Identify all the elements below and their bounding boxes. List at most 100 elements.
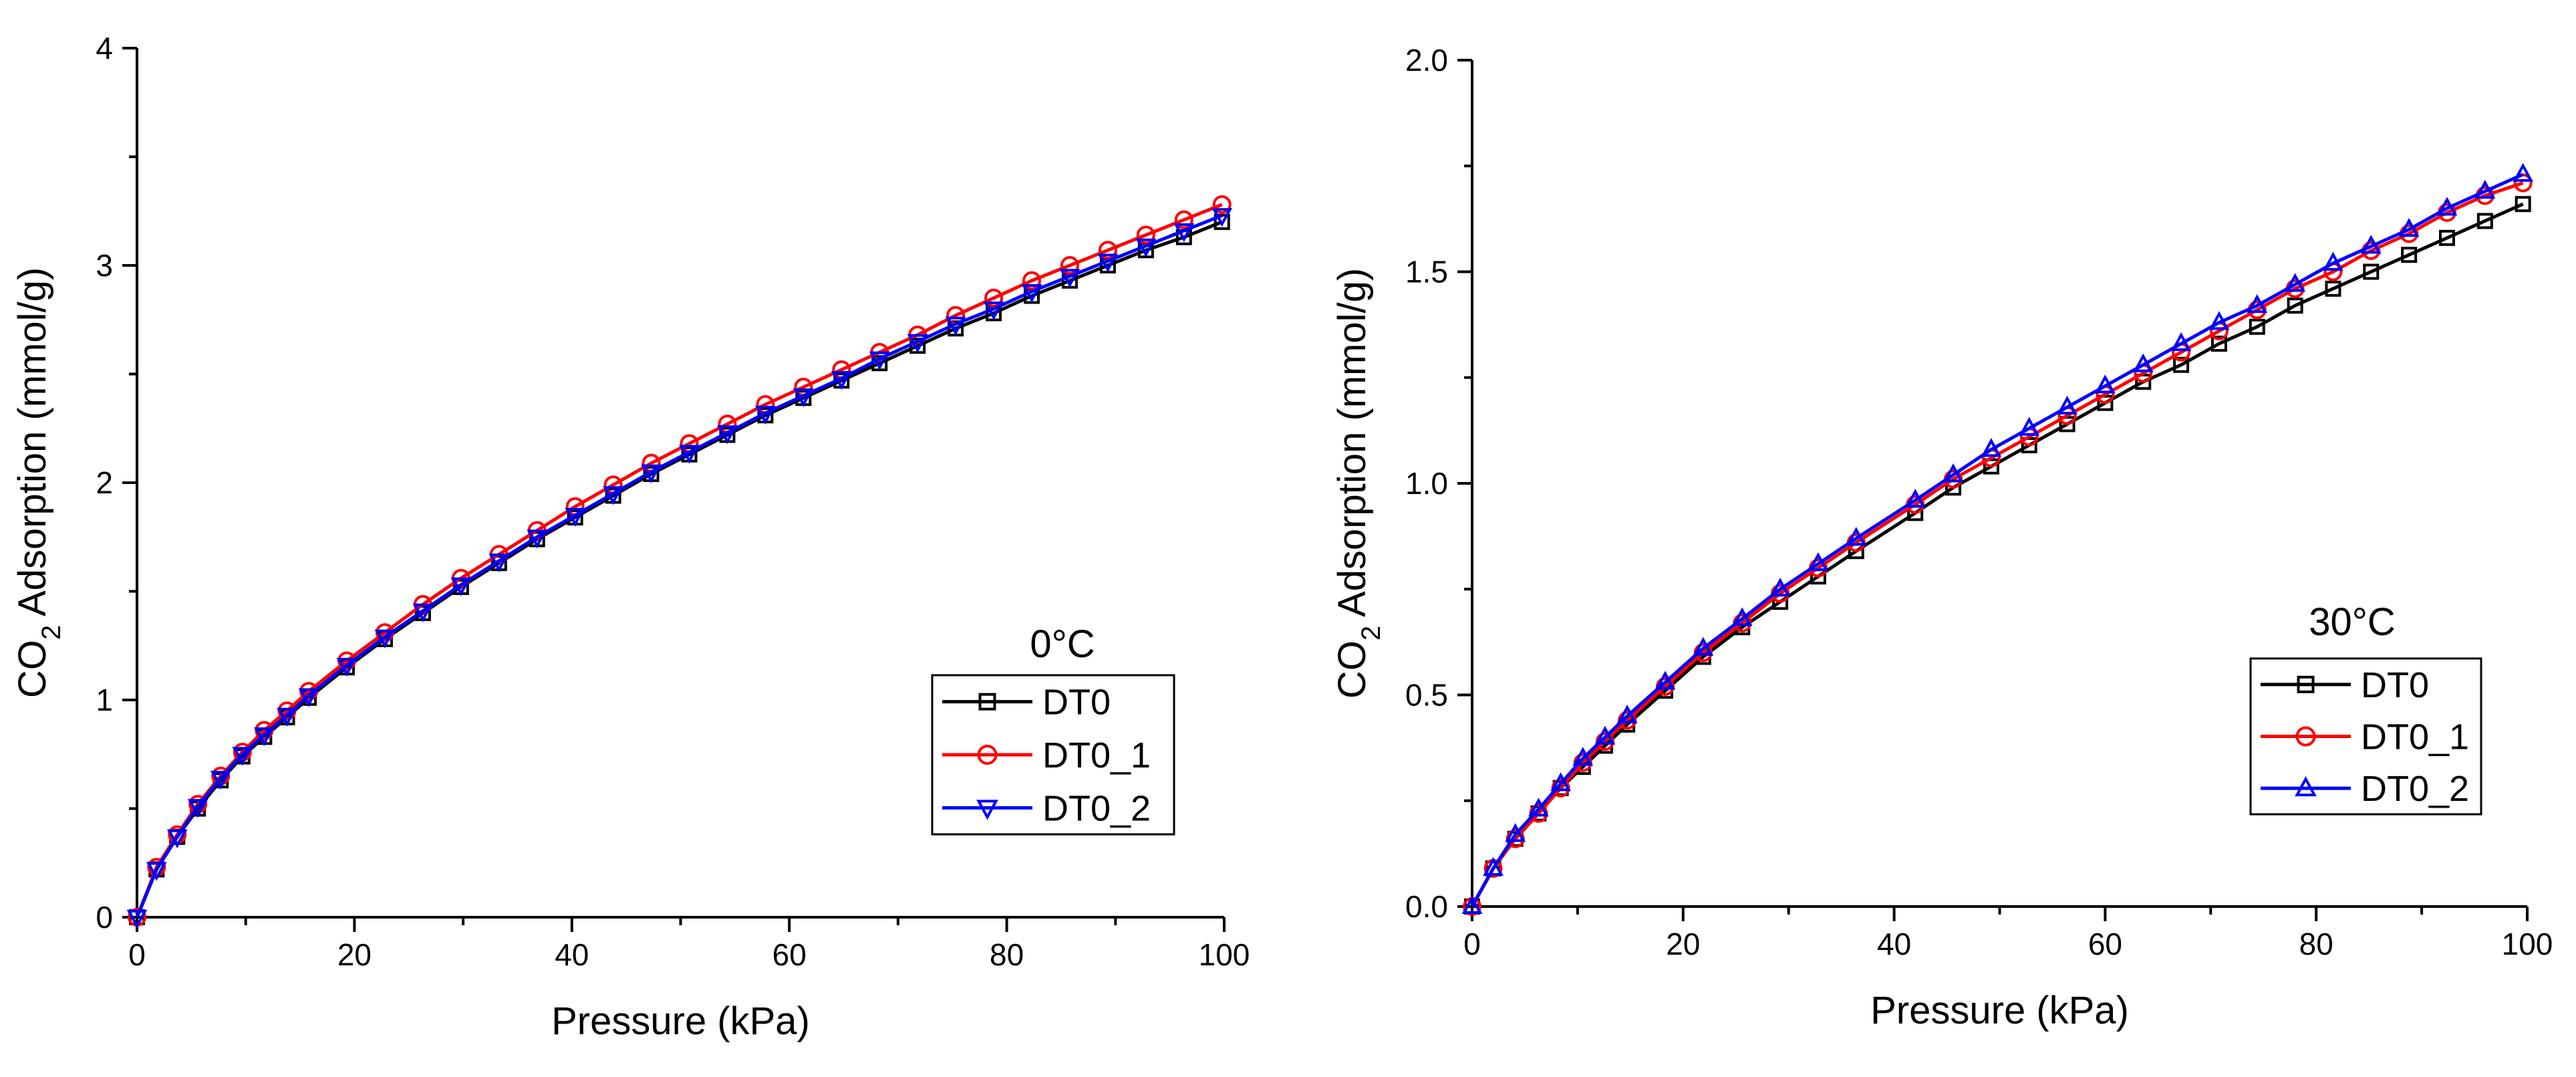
data-point (1505, 823, 1526, 842)
series-dt0-2 (1461, 162, 2534, 914)
y-tick-label: 0 (96, 900, 113, 935)
data-point (2132, 353, 2154, 372)
series-line (135, 203, 1223, 918)
legend-label: DT0 (2361, 665, 2429, 705)
data-point (1655, 671, 1676, 690)
temperature-annotation: 30°C (2309, 600, 2396, 644)
data-point (2476, 213, 2493, 229)
x-tick-label: 100 (2502, 927, 2553, 961)
data-point (1981, 438, 2002, 457)
data-point (1616, 704, 1638, 724)
legend-label: DT0_2 (2361, 769, 2469, 809)
data-point (1731, 607, 1753, 626)
data-point (2398, 218, 2420, 237)
data-point (1135, 238, 1157, 257)
data-point (2249, 318, 2265, 335)
series-dt0-2 (126, 208, 1233, 929)
data-point (488, 554, 510, 573)
data-point (146, 862, 167, 881)
data-point (793, 388, 814, 408)
legend-label: DT0_1 (2361, 717, 2469, 757)
temperature-annotation: 0°C (1030, 622, 1095, 666)
data-point (2325, 280, 2341, 297)
data-point (2513, 162, 2534, 182)
y-tick-label: 1 (96, 683, 113, 717)
data-point (869, 351, 890, 370)
data-point (298, 688, 319, 707)
data-point (2436, 197, 2458, 216)
y-tick-label: 0.0 (1405, 889, 1448, 924)
data-point (527, 529, 548, 549)
data-point (187, 799, 208, 818)
chart-panel-1: 0 20 40 60 80 100 0 1 2 3 4 Pressure (kPa) CO2 Adsor… (11, 31, 1250, 1043)
data-point (755, 406, 776, 425)
legend-swatch-marker (978, 693, 996, 711)
data-point (1769, 578, 1791, 597)
data-point (1594, 725, 1616, 745)
data-point (907, 334, 928, 353)
data-point (1213, 214, 1230, 230)
y-tick-label: 4 (96, 31, 113, 66)
data-point (211, 766, 231, 786)
legend: DT0 DT0_1 DT0_2 (931, 674, 1175, 836)
data-point (166, 829, 188, 848)
legend-swatch-marker (976, 800, 998, 820)
data-point (2515, 196, 2531, 213)
data-point (1461, 894, 1483, 914)
data-point (2019, 416, 2040, 436)
data-point (717, 425, 738, 445)
data-point (2363, 263, 2380, 280)
data-point (679, 445, 700, 464)
data-point (2057, 395, 2078, 415)
data-point (2474, 180, 2496, 199)
legend-swatch-marker (2295, 726, 2316, 747)
data-point (168, 825, 187, 844)
data-point (2247, 293, 2268, 314)
data-point (2095, 374, 2116, 394)
x-tick-label: 80 (990, 937, 1024, 972)
data-point (2208, 311, 2230, 330)
chart-panel-2: 0 20 40 60 80 100 0.0 0.5 1.0 1.5 2.0 Pressure (kPa… (1330, 43, 2553, 1032)
data-point (565, 507, 586, 527)
data-point (147, 858, 166, 877)
data-point (1098, 241, 1117, 260)
data-point (188, 795, 208, 814)
data-point (253, 727, 275, 747)
data-point (1528, 798, 1549, 817)
data-point (2287, 297, 2303, 314)
data-point (1022, 271, 1042, 290)
data-point (126, 910, 148, 929)
x-tick-label: 60 (772, 937, 807, 972)
legend-swatch-marker (2297, 675, 2315, 693)
data-point (1211, 208, 1233, 227)
x-tick-label: 80 (2299, 927, 2333, 961)
series-line (1470, 181, 2524, 908)
data-point (1212, 195, 1232, 214)
data-point (1174, 210, 1193, 229)
legend-label: DT0_2 (1042, 788, 1151, 828)
data-point (2401, 247, 2418, 263)
y-tick-label: 2 (96, 465, 113, 500)
data-point (945, 316, 966, 336)
data-point (1550, 772, 1572, 792)
y-axis-title: CO2 Adsorption (mmol/g) (1330, 268, 1386, 699)
x-axis-title: Pressure (kPa) (1870, 989, 2129, 1032)
data-point (277, 707, 297, 727)
data-point (1808, 552, 1829, 572)
data-point (2285, 273, 2305, 292)
y-tick-label: 2.0 (1405, 43, 1448, 78)
y-tick-label: 1.0 (1405, 466, 1448, 501)
data-point (2170, 332, 2192, 352)
x-tick-label: 40 (1877, 927, 1911, 961)
data-point (1021, 284, 1042, 304)
data-point (984, 288, 1004, 308)
x-tick-label: 0 (1463, 927, 1481, 961)
x-tick-label: 20 (337, 937, 372, 972)
data-point (983, 302, 1004, 321)
data-point (1059, 269, 1081, 288)
data-point (336, 658, 357, 677)
data-point (1693, 636, 1714, 656)
data-point (232, 747, 253, 766)
data-point (2323, 251, 2343, 271)
